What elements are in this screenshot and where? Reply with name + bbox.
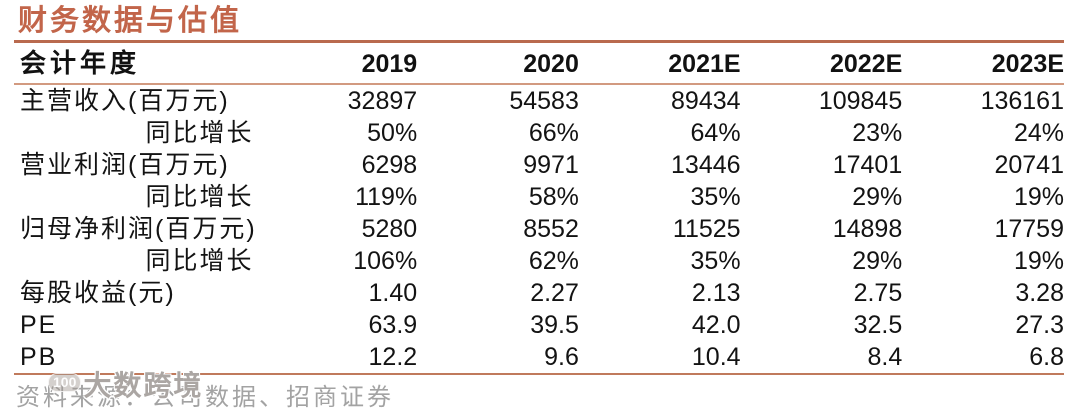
row-label: 同比增长 xyxy=(145,247,254,275)
header-year-2020: 2020 xyxy=(417,41,579,85)
cell-value: 8.4 xyxy=(867,343,903,371)
cell-value: 13446 xyxy=(671,151,741,179)
table-row: 同比增长 50% 66% 64% 23% 24% xyxy=(14,117,1064,149)
cell-value: 35% xyxy=(690,183,741,211)
row-label: 每股收益(元) xyxy=(20,279,176,307)
table-row: 同比增长 119% 58% 35% 29% 19% xyxy=(14,181,1064,213)
header-year-2019: 2019 xyxy=(255,41,418,85)
cell-value: 32.5 xyxy=(853,311,903,339)
cell-value: 23% xyxy=(852,119,903,147)
cell-value: 50% xyxy=(367,119,418,147)
cell-value: 29% xyxy=(852,247,903,275)
cell-value: 62% xyxy=(528,247,579,275)
cell-value: 3.28 xyxy=(1015,279,1064,307)
table-row: PB 12.2 9.6 10.4 8.4 6.8 xyxy=(14,341,1064,374)
cell-value: 58% xyxy=(528,183,579,211)
table-row: PE 63.9 39.5 42.0 32.5 27.3 xyxy=(14,309,1064,341)
cell-value: 35% xyxy=(690,247,741,275)
cell-value: 2.27 xyxy=(530,279,579,307)
cell-value: 14898 xyxy=(832,215,903,243)
cell-value: 66% xyxy=(528,119,579,147)
cell-value: 10.4 xyxy=(691,343,741,371)
cell-value: 119% xyxy=(355,183,418,211)
row-label: 归母净利润(百万元) xyxy=(20,215,257,243)
header-year-2023e: 2023E xyxy=(902,41,1064,85)
cell-value: 17759 xyxy=(994,215,1064,243)
cell-value: 2.75 xyxy=(853,279,903,307)
row-label: PB xyxy=(20,343,58,371)
table-row: 每股收益(元) 1.40 2.27 2.13 2.75 3.28 xyxy=(14,277,1064,309)
cell-value: 12.2 xyxy=(368,343,418,371)
table-header-row: 会计年度 2019 2020 2021E 2022E 2023E xyxy=(14,41,1064,85)
cell-value: 1.40 xyxy=(368,279,418,307)
cell-value: 2.13 xyxy=(691,279,741,307)
table-row: 营业利润(百万元) 6298 9971 13446 17401 20741 xyxy=(14,149,1064,181)
cell-value: 11525 xyxy=(672,215,741,243)
footer: 资料来源：公司数据、招商证券 100 大数跨境 xyxy=(14,371,1064,417)
cell-value: 39.5 xyxy=(530,311,579,339)
cell-value: 136161 xyxy=(980,87,1064,115)
cell-value: 6.8 xyxy=(1029,343,1064,371)
row-label: 同比增长 xyxy=(145,119,254,147)
cell-value: 19% xyxy=(1013,183,1064,211)
cell-value: 32897 xyxy=(347,87,418,115)
cell-value: 17401 xyxy=(832,151,903,179)
table-body: 主营收入(百万元) 32897 54583 89434 109845 136161 同比增长… xyxy=(14,84,1064,374)
cell-value: 6298 xyxy=(361,151,418,179)
cell-value: 9971 xyxy=(523,151,579,179)
financial-table: 会计年度 2019 2020 2021E 2022E 2023E 主营收入(百万… xyxy=(14,40,1064,375)
cell-value: 64% xyxy=(690,119,741,147)
header-fiscal-year-label: 会计年度 xyxy=(14,41,256,85)
cell-value: 5280 xyxy=(361,215,418,243)
cell-value: 20741 xyxy=(994,151,1064,179)
page-title: 财务数据与估值 xyxy=(18,3,243,37)
header-year-2022e: 2022E xyxy=(740,41,903,85)
row-label: 营业利润(百万元) xyxy=(20,151,230,179)
header-year-2021e: 2021E xyxy=(578,41,741,85)
row-label: 同比增长 xyxy=(145,183,254,211)
row-label: PE xyxy=(20,311,58,339)
cell-value: 29% xyxy=(852,183,903,211)
cell-value: 27.3 xyxy=(1015,311,1064,339)
row-label: 主营收入(百万元) xyxy=(20,87,230,115)
cell-value: 42.0 xyxy=(691,311,741,339)
cell-value: 63.9 xyxy=(368,311,418,339)
cell-value: 109845 xyxy=(818,87,903,115)
cell-value: 89434 xyxy=(671,87,741,115)
source-note: 资料来源：公司数据、招商证券 xyxy=(16,383,394,411)
cell-value: 19% xyxy=(1013,247,1064,275)
table-row: 同比增长 106% 62% 35% 29% 19% xyxy=(14,245,1064,277)
table-row: 主营收入(百万元) 32897 54583 89434 109845 136161 xyxy=(14,84,1064,117)
cell-value: 24% xyxy=(1013,119,1064,147)
cell-value: 54583 xyxy=(509,87,579,115)
cell-value: 8552 xyxy=(523,215,579,243)
cell-value: 106% xyxy=(353,247,418,275)
table-row: 归母净利润(百万元) 5280 8552 11525 14898 17759 xyxy=(14,213,1064,245)
cell-value: 9.6 xyxy=(544,343,579,371)
